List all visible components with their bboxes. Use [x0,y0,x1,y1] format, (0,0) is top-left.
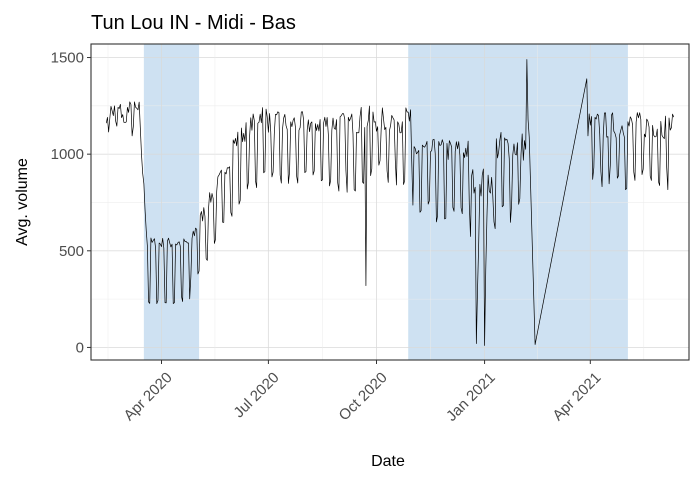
panel-border [90,43,690,361]
x-tick-label: Jul 2020 [230,369,282,421]
y-axis: 0 500 1000 1500 [51,50,91,356]
series-layer [105,59,675,346]
x-tick-label: Jan 2021 [443,369,499,425]
y-tick-label: 1000 [51,146,84,163]
y-tick-label: 500 [59,243,84,260]
shaded-period [408,44,628,360]
shaded-period [143,44,200,360]
series-line [105,59,675,346]
y-axis-label: Avg. volume [14,158,31,246]
x-tick-label: Apr 2020 [121,369,176,424]
y-tick-label: 0 [76,339,84,356]
shaded-periods [143,44,628,360]
chart-title: Tun Lou IN - Midi - Bas [91,12,296,34]
y-tick-label: 1500 [51,50,84,67]
x-tick-label: Oct 2020 [336,369,391,424]
x-axis-label: Date [371,453,405,470]
x-axis: Apr 2020 Jul 2020 Oct 2020 Jan 2021 Apr 2021 [121,360,604,425]
x-tick-label: Apr 2021 [549,369,604,424]
